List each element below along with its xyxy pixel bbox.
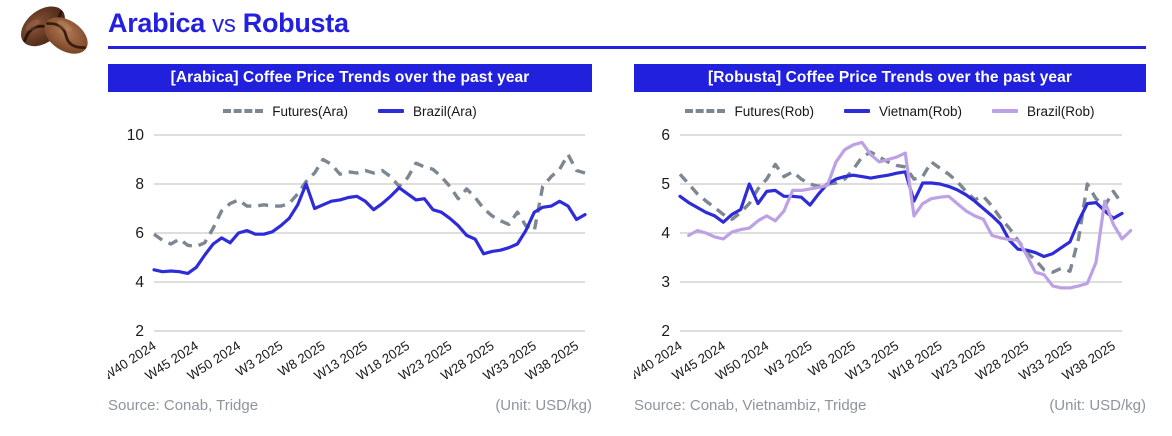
series-line-brazil-rob- <box>687 140 1133 290</box>
source-label: Source: Conab, Tridge <box>108 397 259 414</box>
legend-item-brazil-ara-: Brazil(Ara) <box>378 104 477 119</box>
solid-line-swatch <box>843 109 870 113</box>
solid-line-swatch <box>992 109 1019 113</box>
robusta-legend: Futures(Rob) Vietnam(Rob) Brazil(Rob) <box>634 99 1146 123</box>
legend-item-futures-rob-: Futures(Rob) <box>685 104 814 119</box>
y-tick-label: 6 <box>135 225 144 242</box>
y-tick-label: 10 <box>127 127 145 144</box>
series-line-futures-ara- <box>153 152 586 249</box>
header-divider <box>108 46 1146 49</box>
arabica-legend: Futures(Ara) Brazil(Ara) <box>108 99 592 123</box>
y-tick-label: 4 <box>661 225 670 242</box>
y-tick-label: 2 <box>661 323 670 340</box>
dashed-line-swatch <box>685 109 726 113</box>
dashed-line-swatch <box>223 109 264 113</box>
legend-label: Vietnam(Rob) <box>878 103 963 119</box>
source-label: Source: Conab, Vietnambiz, Tridge <box>634 397 867 414</box>
unit-label: (Unit: USD/kg) <box>1049 397 1146 414</box>
arabica-chart-title: [Arabica] Coffee Price Trends over the p… <box>108 64 592 92</box>
title-robusta: Robusta <box>242 8 349 38</box>
series-line-brazil-ara- <box>152 182 587 275</box>
legend-label: Futures(Ara) <box>272 103 348 119</box>
y-tick-label: 6 <box>661 127 670 144</box>
series-line-vietnam-rob- <box>678 170 1124 259</box>
y-tick-label: 5 <box>661 176 670 193</box>
legend-item-vietnam-rob-: Vietnam(Rob) <box>843 103 963 119</box>
robusta-chart-title: [Robusta] Coffee Price Trends over the p… <box>634 64 1146 92</box>
legend-item-brazil-rob-: Brazil(Rob) <box>992 104 1095 119</box>
page-title: Arabica vs Robusta <box>108 8 349 39</box>
arabica-chart-card: [Arabica] Coffee Price Trends over the p… <box>108 64 592 414</box>
legend-label: Futures(Rob) <box>734 103 814 119</box>
unit-label: (Unit: USD/kg) <box>495 397 592 414</box>
coffee-beans-icon <box>21 6 88 54</box>
y-tick-label: 4 <box>135 274 144 291</box>
arabica-footer: Source: Conab, Tridge (Unit: USD/kg) <box>108 397 592 414</box>
robusta-footer: Source: Conab, Vietnambiz, Tridge (Unit:… <box>634 397 1146 414</box>
x-tick-label: W3 2025 <box>233 338 285 379</box>
y-tick-label: 3 <box>661 274 670 291</box>
legend-label: Brazil(Ara) <box>413 103 477 119</box>
y-tick-label: 2 <box>135 323 144 340</box>
title-vs: vs <box>212 11 236 38</box>
title-arabica: Arabica <box>108 8 205 38</box>
y-tick-label: 8 <box>135 176 144 193</box>
robusta-chart-card: [Robusta] Coffee Price Trends over the p… <box>634 64 1146 414</box>
series-line-futures-rob- <box>678 150 1124 274</box>
solid-line-swatch <box>378 109 404 113</box>
legend-label: Brazil(Rob) <box>1027 103 1095 119</box>
x-tick-label: W3 2025 <box>762 338 814 379</box>
legend-item-futures-ara-: Futures(Ara) <box>223 104 348 119</box>
